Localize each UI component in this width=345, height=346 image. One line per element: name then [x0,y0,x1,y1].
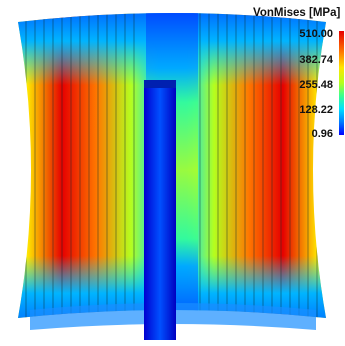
colorbar [339,31,344,135]
central-post-top [144,80,176,88]
legend-tick-3: 255.48 [299,79,333,91]
legend-tick-2: 382.74 [299,54,333,66]
legend-tick-4: 128.22 [299,104,333,116]
legend-title: VonMises [MPa] [253,7,341,19]
legend-tick-min: 0.96 [311,128,333,140]
legend-tick-max: 510.00 [299,28,333,40]
central-post [144,80,176,340]
